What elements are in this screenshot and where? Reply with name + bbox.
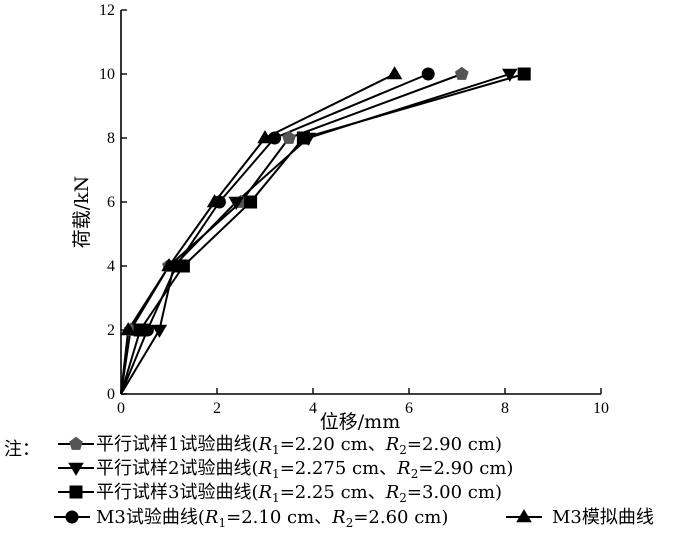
legend-r2-subscript: 2 — [399, 443, 407, 457]
x-axis-label: 位移/mm — [320, 411, 400, 433]
data-point-series-5 — [161, 258, 177, 272]
data-point-series-2 — [228, 196, 244, 210]
y-tick-label: 6 — [107, 194, 115, 211]
x-tick-label: 10 — [593, 400, 609, 417]
data-point-series-2 — [151, 324, 168, 338]
legend-r2-subscript: 2 — [399, 491, 407, 505]
data-point-series-5 — [257, 130, 273, 144]
data-point-series-3 — [244, 195, 258, 209]
data-point-series-1 — [454, 66, 469, 80]
legend-r2-value: =2.90 cm) — [418, 458, 513, 479]
legend-r1-subscript: 1 — [218, 516, 226, 530]
legend-r2-subscript: 2 — [411, 467, 419, 481]
legend-label-2: 平行试样2试验曲线(R1=2.275 cm、R2=2.90 cm) — [96, 458, 513, 481]
legend-label-main: M3试验曲线( — [96, 507, 205, 528]
legend-prefix: 注： — [4, 439, 40, 460]
x-tick-label: 4 — [309, 400, 317, 417]
series-markers — [120, 66, 531, 338]
y-tick-label: 8 — [107, 130, 115, 147]
legend-label-main: 平行试样1试验曲线( — [96, 434, 258, 455]
legend-r1-value: =2.25 cm、 — [280, 482, 386, 503]
data-point-series-5 — [206, 194, 223, 208]
series-line-4 — [120, 73, 429, 395]
data-point-series-2 — [502, 68, 518, 82]
series-lines — [120, 73, 525, 395]
x-tick-label: 8 — [501, 400, 509, 417]
series-line-3 — [120, 73, 525, 395]
data-point-series-3 — [296, 131, 310, 145]
legend-r1-symbol: R — [204, 507, 219, 528]
legend-label-3: 平行试样3试验曲线(R1=2.25 cm、R2=3.00 cm) — [96, 482, 502, 505]
legend-r2-subscript: 2 — [346, 516, 354, 530]
x-tick-label: 0 — [117, 400, 125, 417]
legend-r1-symbol: R — [257, 482, 272, 503]
series-line-5 — [120, 73, 396, 395]
legend-symbol-2-marker — [68, 462, 84, 476]
y-tick-label: 10 — [99, 66, 115, 83]
legend-label-4: M3试验曲线(R1=2.10 cm、R2=2.60 cm) — [96, 507, 448, 530]
y-tick-label: 12 — [99, 2, 115, 19]
legend-r2-symbol: R — [385, 482, 400, 503]
data-point-series-5 — [386, 66, 403, 80]
series-line-1 — [120, 73, 463, 395]
legend-r1-value: =2.20 cm、 — [280, 434, 386, 455]
legend-symbol-1-marker — [69, 436, 83, 450]
data-point-series-4 — [140, 323, 154, 337]
legend-symbol-3-marker — [69, 485, 83, 499]
legend-r2-symbol: R — [331, 507, 346, 528]
legend-r2-value: =2.90 cm) — [407, 434, 502, 455]
x-tick-label: 2 — [213, 400, 221, 417]
legend-label-main: 平行试样3试验曲线( — [96, 482, 258, 503]
legend-label-5: M3模拟曲线 — [552, 507, 654, 528]
y-tick-label: 4 — [107, 258, 115, 275]
legend-r1-value: =2.275 cm、 — [280, 458, 397, 479]
data-point-series-4 — [421, 67, 435, 81]
legend-r1-subscript: 1 — [272, 491, 280, 505]
data-point-series-1 — [282, 130, 296, 144]
legend-r2-value: =3.00 cm) — [407, 482, 502, 503]
legend-symbol-5-marker — [516, 509, 532, 523]
legend-r2-symbol: R — [385, 434, 400, 455]
legend-label-1: 平行试样1试验曲线(R1=2.20 cm、R2=2.90 cm) — [96, 434, 502, 457]
legend-r2-value: =2.60 cm) — [353, 507, 448, 528]
legend-r1-subscript: 1 — [272, 467, 280, 481]
x-tick-label: 6 — [405, 400, 413, 417]
legend-r2-symbol: R — [396, 458, 411, 479]
y-tick-label: 2 — [107, 322, 115, 339]
legend-symbol-4-marker — [65, 510, 79, 524]
legend-r1-symbol: R — [257, 434, 272, 455]
y-axis-label: 荷载/kN — [71, 176, 93, 249]
legend-r1-symbol: R — [257, 458, 272, 479]
chart-axes: 0 2 4 6 8 10 12 0 2 4 6 8 10 — [99, 2, 609, 417]
y-tick-label: 0 — [107, 386, 115, 403]
data-point-series-5 — [120, 322, 136, 336]
data-point-series-3 — [517, 67, 531, 81]
chart-legend: 注： 平行试样1试验曲线(R1=2.20 cm、R2=2.90 cm)平行试样2试… — [4, 434, 654, 530]
legend-r1-value: =2.10 cm、 — [226, 507, 332, 528]
legend-label-main: 平行试样2试验曲线( — [96, 458, 258, 479]
legend-r1-subscript: 1 — [272, 443, 280, 457]
